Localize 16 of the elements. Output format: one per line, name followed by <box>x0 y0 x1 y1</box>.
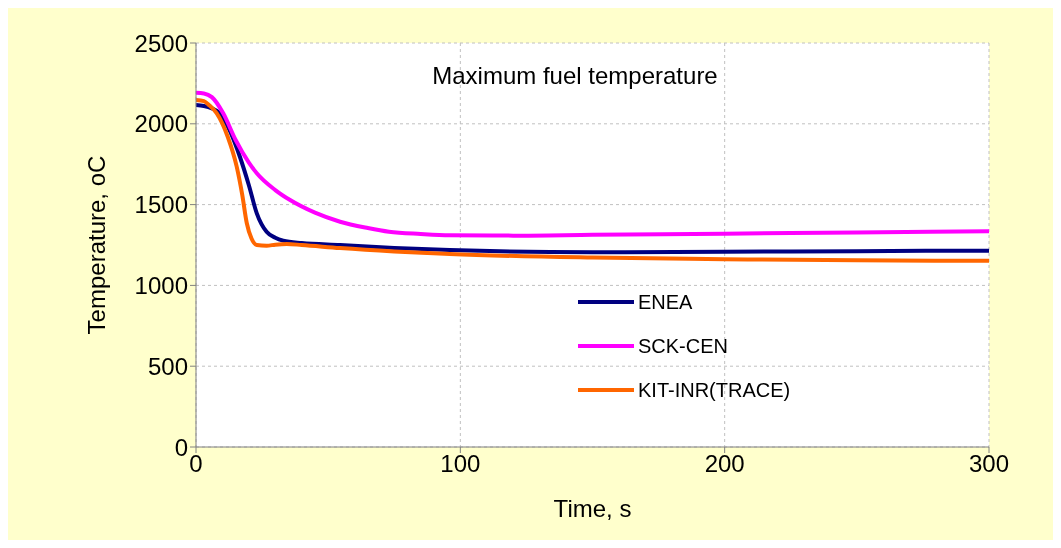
x-tick-label: 100 <box>440 450 481 478</box>
y-tick-label: 1500 <box>134 191 188 219</box>
y-axis-title: Temperature, oC <box>82 155 110 335</box>
x-tick-label: 200 <box>704 450 745 478</box>
y-tick-label: 2500 <box>134 29 188 57</box>
legend-label: SCK-CEN <box>638 334 729 358</box>
line-series <box>196 90 989 238</box>
y-tick-label: 500 <box>147 352 188 380</box>
y-tick-label: 1000 <box>134 271 188 299</box>
legend-label: KIT-INR(TRACE) <box>638 378 791 402</box>
legend-label: ENEA <box>638 290 693 314</box>
x-axis-title: Time, s <box>553 495 632 522</box>
y-tick-label: 2000 <box>134 110 188 138</box>
x-tick-label: 300 <box>968 450 1010 478</box>
text: Maximum fuel temperature <box>432 62 718 89</box>
y-tick-label: 0 <box>174 433 188 461</box>
